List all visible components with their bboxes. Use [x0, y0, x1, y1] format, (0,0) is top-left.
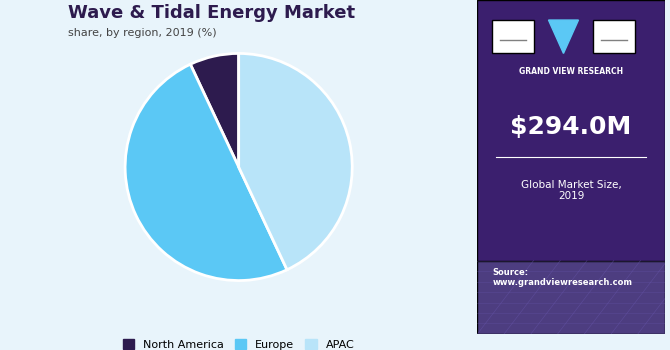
Legend: North America, Europe, APAC: North America, Europe, APAC [118, 333, 360, 350]
Wedge shape [190, 54, 239, 167]
Text: share, by region, 2019 (%): share, by region, 2019 (%) [68, 28, 216, 38]
Wedge shape [125, 64, 287, 281]
Text: Global Market Size,
2019: Global Market Size, 2019 [521, 180, 621, 201]
Wedge shape [239, 54, 352, 270]
FancyBboxPatch shape [477, 260, 665, 334]
FancyBboxPatch shape [477, 0, 665, 334]
Text: $294.0M: $294.0M [511, 115, 632, 139]
FancyBboxPatch shape [594, 20, 634, 54]
Text: GRAND VIEW RESEARCH: GRAND VIEW RESEARCH [519, 67, 623, 76]
Polygon shape [549, 20, 578, 54]
Text: Wave & Tidal Energy Market: Wave & Tidal Energy Market [68, 4, 355, 22]
Text: Source:
www.grandviewresearch.com: Source: www.grandviewresearch.com [492, 267, 632, 287]
FancyBboxPatch shape [492, 20, 533, 54]
